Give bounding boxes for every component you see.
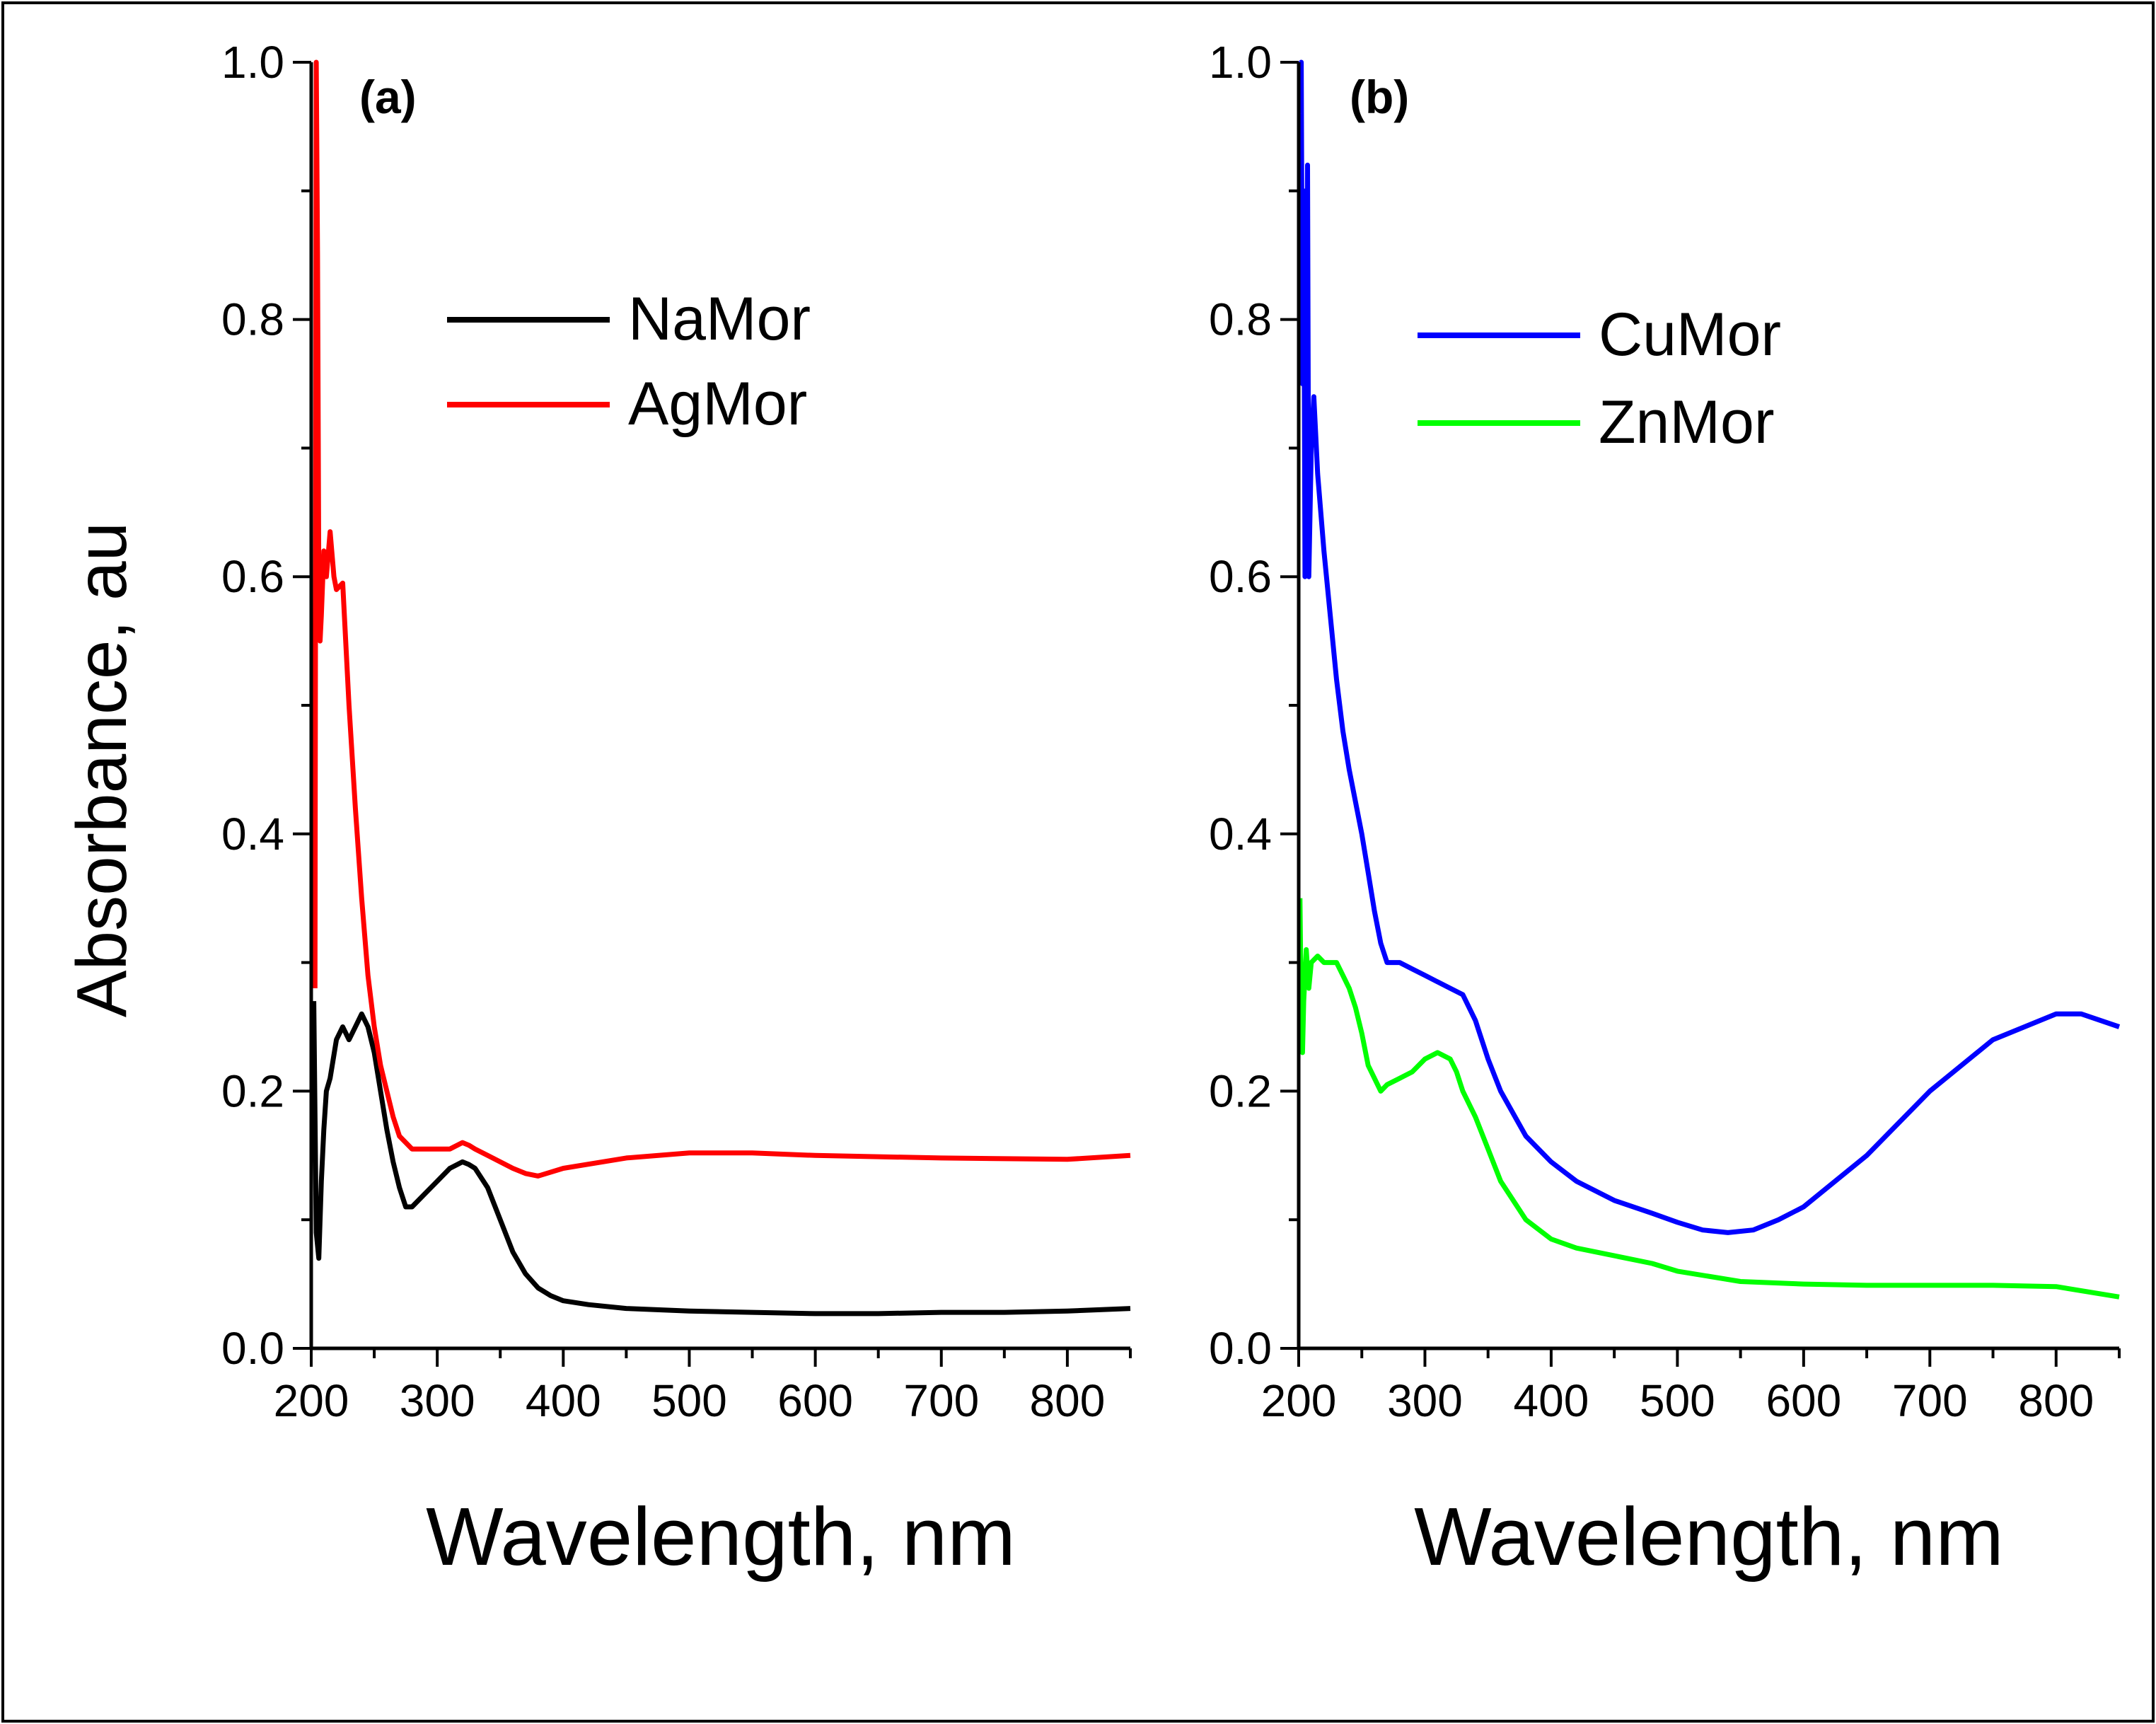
- x-tick-label: 300: [400, 1375, 475, 1426]
- shared-y-axis-label: Absorbance, au: [62, 522, 141, 1018]
- x-tick-label: 300: [1387, 1375, 1463, 1426]
- panel-a: 200 300 400 500 600 700 800 0.0 0.2 0.4 0.6 0.8 1.0 (…: [221, 37, 1132, 1583]
- x-tick-label: 200: [1261, 1375, 1337, 1426]
- y-tick-label: 0.8: [1209, 294, 1272, 345]
- legend-label-agmor: AgMor: [628, 370, 807, 438]
- y-tick-label: 0.8: [221, 294, 284, 345]
- y-tick-label: 0.0: [221, 1323, 284, 1374]
- x-tick-label: 800: [1030, 1375, 1106, 1426]
- y-tick-label: 0.0: [1209, 1323, 1272, 1374]
- x-tick-label: 400: [1514, 1375, 1589, 1426]
- y-tick-label: 0.2: [221, 1065, 284, 1116]
- x-tick-label: 600: [777, 1375, 853, 1426]
- y-tick-label: 0.4: [1209, 809, 1272, 860]
- legend-label-znmor: ZnMor: [1599, 388, 1774, 456]
- series-line-znmor: [1297, 898, 2120, 1300]
- x-tick-label: 200: [274, 1375, 349, 1426]
- y-tick-label: 0.4: [221, 809, 284, 860]
- x-tick-label: 800: [2018, 1375, 2094, 1426]
- y-tick-label: 0.6: [1209, 551, 1272, 602]
- x-axis-title: Wavelength, nm: [426, 1491, 1016, 1583]
- y-tick-label: 1.0: [221, 37, 284, 88]
- x-tick-label: 400: [526, 1375, 601, 1426]
- panel-label: (a): [359, 71, 417, 123]
- panel-label: (b): [1350, 71, 1409, 123]
- series-line-namor: [311, 1001, 1131, 1317]
- series-line-agmor: [312, 59, 1131, 1179]
- x-tick-label: 500: [651, 1375, 727, 1426]
- series-line-cumor: [1297, 59, 2121, 1235]
- x-tick-label: 600: [1766, 1375, 1841, 1426]
- panel-b: 200 300 400 500 600 700 800 0.0 0.2 0.4 0.6 0.8 1.0 (…: [1209, 37, 2121, 1583]
- y-tick-label: 0.2: [1209, 1065, 1272, 1116]
- x-tick-label: 500: [1640, 1375, 1715, 1426]
- x-axis-title: Wavelength, nm: [1414, 1491, 2004, 1583]
- x-tick-label: 700: [903, 1375, 979, 1426]
- x-tick-label: 700: [1892, 1375, 1968, 1426]
- legend-label-namor: NaMor: [628, 285, 811, 353]
- y-tick-label: 0.6: [221, 551, 284, 602]
- legend-label-cumor: CuMor: [1599, 301, 1781, 369]
- y-tick-label: 1.0: [1209, 37, 1272, 88]
